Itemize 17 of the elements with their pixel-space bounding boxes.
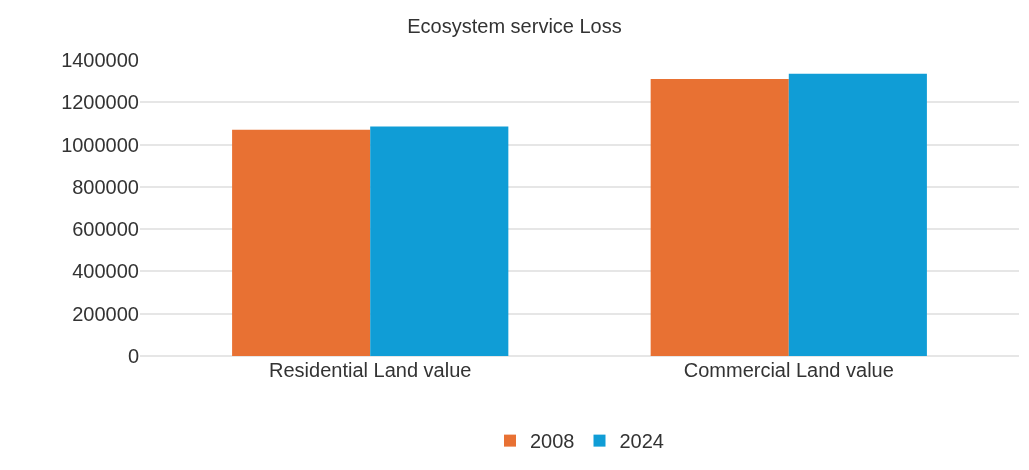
y-tick-label: 1200000 bbox=[61, 91, 139, 114]
bar bbox=[370, 126, 509, 356]
bar bbox=[232, 129, 371, 356]
y-tick-label: 1400000 bbox=[61, 49, 139, 71]
x-tick-label: Residential Land value bbox=[269, 359, 472, 381]
legend-label: 2024 bbox=[619, 430, 664, 453]
bar bbox=[650, 79, 789, 356]
bar bbox=[788, 73, 927, 356]
y-tick-label: 1000000 bbox=[61, 133, 139, 156]
legend-label: 2008 bbox=[530, 430, 575, 453]
y-tick-label: 200000 bbox=[72, 302, 139, 325]
x-tick-label: Commercial Land value bbox=[683, 359, 894, 381]
y-tick-label: 0 bbox=[127, 345, 139, 367]
y-tick-label: 400000 bbox=[72, 260, 139, 283]
y-tick-label: 600000 bbox=[72, 218, 139, 241]
y-tick-label: 800000 bbox=[72, 175, 139, 198]
chart-title: Ecosystem service Loss bbox=[407, 14, 622, 37]
